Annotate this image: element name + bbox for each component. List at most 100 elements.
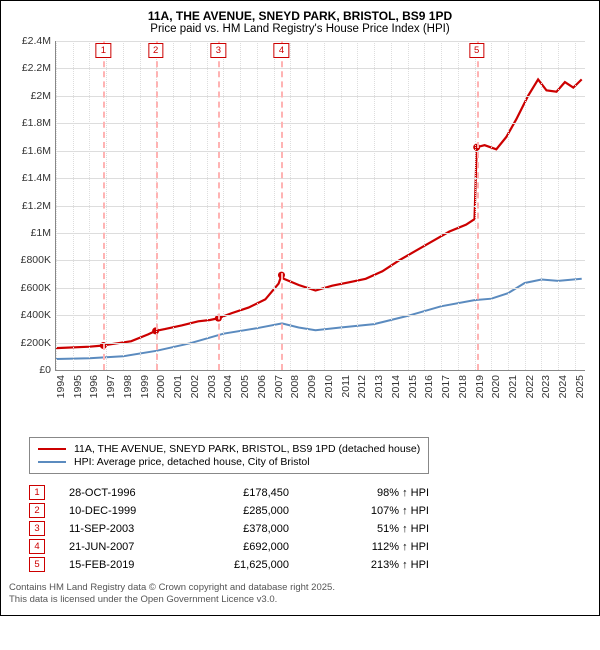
gridline-v — [424, 41, 425, 370]
y-axis: £0£200K£400K£600K£800K£1M£1.2M£1.4M£1.6M… — [9, 41, 55, 371]
chart-area: £0£200K£400K£600K£800K£1M£1.2M£1.4M£1.6M… — [9, 41, 591, 431]
x-tick-label: 1998 — [122, 375, 134, 398]
sale-marker-box: 5 — [469, 43, 484, 58]
x-tick-label: 2002 — [189, 375, 201, 398]
gridline-v — [391, 41, 392, 370]
gridline-h — [56, 343, 585, 344]
x-tick-label: 2016 — [423, 375, 435, 398]
sales-table: 128-OCT-1996£178,45098% ↑ HPI210-DEC-199… — [29, 485, 591, 572]
x-tick-label: 2006 — [256, 375, 268, 398]
sale-marker-box: 3 — [211, 43, 226, 58]
sale-pct: 51% ↑ HPI — [319, 523, 429, 535]
y-tick-label: £2.4M — [22, 35, 51, 47]
gridline-v — [491, 41, 492, 370]
sale-price: £378,000 — [209, 523, 319, 535]
sale-marker-box: 2 — [148, 43, 163, 58]
sale-number: 2 — [29, 503, 45, 518]
sale-date: 10-DEC-1999 — [69, 505, 209, 517]
gridline-v — [290, 41, 291, 370]
gridline-v — [525, 41, 526, 370]
y-tick-label: £400K — [21, 309, 51, 321]
sale-pct: 112% ↑ HPI — [319, 541, 429, 553]
sale-pct: 107% ↑ HPI — [319, 505, 429, 517]
gridline-v — [190, 41, 191, 370]
sale-pct: 213% ↑ HPI — [319, 559, 429, 571]
y-tick-label: £2.2M — [22, 62, 51, 74]
sale-date: 11-SEP-2003 — [69, 523, 209, 535]
sale-price: £178,450 — [209, 487, 319, 499]
gridline-v — [508, 41, 509, 370]
gridline-v — [140, 41, 141, 370]
gridline-v — [324, 41, 325, 370]
sale-row: 515-FEB-2019£1,625,000213% ↑ HPI — [29, 557, 591, 572]
x-tick-label: 2011 — [340, 375, 352, 398]
legend-label: HPI: Average price, detached house, City… — [74, 456, 310, 468]
gridline-v — [257, 41, 258, 370]
gridline-h — [56, 260, 585, 261]
y-tick-label: £1.4M — [22, 172, 51, 184]
x-tick-label: 2024 — [557, 375, 569, 398]
gridline-v — [240, 41, 241, 370]
x-tick-label: 2004 — [222, 375, 234, 398]
sale-date: 28-OCT-1996 — [69, 487, 209, 499]
plot-region: 12345 — [55, 41, 585, 371]
gridline-v — [558, 41, 559, 370]
legend-label: 11A, THE AVENUE, SNEYD PARK, BRISTOL, BS… — [74, 443, 420, 455]
gridline-h — [56, 206, 585, 207]
gridline-v — [123, 41, 124, 370]
legend-swatch — [38, 461, 66, 463]
sale-number: 3 — [29, 521, 45, 536]
sale-row: 421-JUN-2007£692,000112% ↑ HPI — [29, 539, 591, 554]
sale-number: 1 — [29, 485, 45, 500]
x-tick-label: 2025 — [574, 375, 586, 398]
gridline-v — [106, 41, 107, 370]
footer-line-1: Contains HM Land Registry data © Crown c… — [9, 582, 591, 594]
legend-row: 11A, THE AVENUE, SNEYD PARK, BRISTOL, BS… — [38, 443, 420, 455]
gridline-v — [357, 41, 358, 370]
gridline-h — [56, 123, 585, 124]
gridline-v — [575, 41, 576, 370]
gridline-v — [274, 41, 275, 370]
gridline-v — [73, 41, 74, 370]
gridline-h — [56, 315, 585, 316]
x-tick-label: 2010 — [323, 375, 335, 398]
gridline-v — [89, 41, 90, 370]
gridline-h — [56, 151, 585, 152]
gridline-h — [56, 96, 585, 97]
gridline-v — [173, 41, 174, 370]
x-tick-label: 1996 — [88, 375, 100, 398]
sale-marker-line — [477, 41, 479, 370]
x-tick-label: 1997 — [105, 375, 117, 398]
gridline-v — [223, 41, 224, 370]
legend: 11A, THE AVENUE, SNEYD PARK, BRISTOL, BS… — [29, 437, 429, 474]
x-tick-label: 1994 — [55, 375, 67, 398]
gridline-h — [56, 178, 585, 179]
chart-subtitle: Price paid vs. HM Land Registry's House … — [9, 23, 591, 35]
sale-row: 3 11-SEP-2003£378,00051% ↑ HPI — [29, 521, 591, 536]
sale-date: 21-JUN-2007 — [69, 541, 209, 553]
x-tick-label: 2018 — [457, 375, 469, 398]
y-tick-label: £200K — [21, 337, 51, 349]
sale-marker-line — [218, 41, 220, 370]
gridline-v — [207, 41, 208, 370]
x-tick-label: 2023 — [540, 375, 552, 398]
chart-container: 11A, THE AVENUE, SNEYD PARK, BRISTOL, BS… — [0, 0, 600, 616]
legend-row: HPI: Average price, detached house, City… — [38, 456, 420, 468]
sale-price: £285,000 — [209, 505, 319, 517]
x-tick-label: 2021 — [507, 375, 519, 398]
sale-date: 15-FEB-2019 — [69, 559, 209, 571]
gridline-v — [374, 41, 375, 370]
x-tick-label: 2015 — [407, 375, 419, 398]
gridline-h — [56, 68, 585, 69]
sale-row: 128-OCT-1996£178,45098% ↑ HPI — [29, 485, 591, 500]
x-tick-label: 1999 — [139, 375, 151, 398]
gridline-h — [56, 288, 585, 289]
gridline-v — [441, 41, 442, 370]
legend-swatch — [38, 448, 66, 450]
sale-marker-box: 4 — [274, 43, 289, 58]
x-tick-label: 2003 — [206, 375, 218, 398]
footer-line-2: This data is licensed under the Open Gov… — [9, 594, 591, 606]
x-tick-label: 2009 — [306, 375, 318, 398]
gridline-v — [541, 41, 542, 370]
x-tick-label: 2000 — [155, 375, 167, 398]
